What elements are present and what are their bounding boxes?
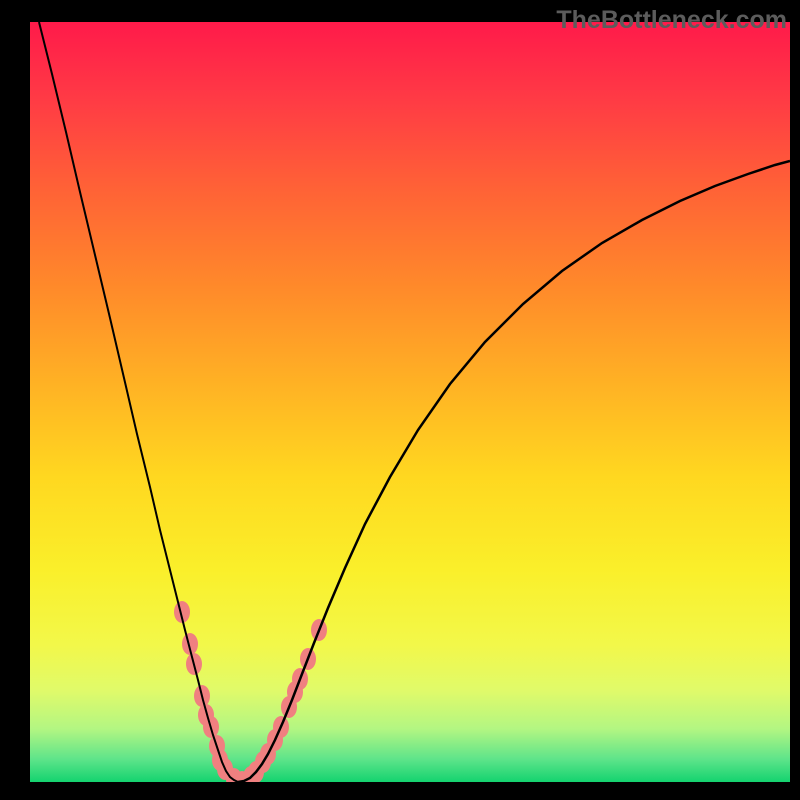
bottleneck-curve-right <box>238 161 790 782</box>
plot-area <box>30 22 790 782</box>
watermark-text: TheBottleneck.com <box>556 6 787 35</box>
chart-container: TheBottleneck.com <box>0 0 800 800</box>
curve-layer <box>30 22 790 782</box>
bottleneck-curve-left <box>39 22 238 782</box>
